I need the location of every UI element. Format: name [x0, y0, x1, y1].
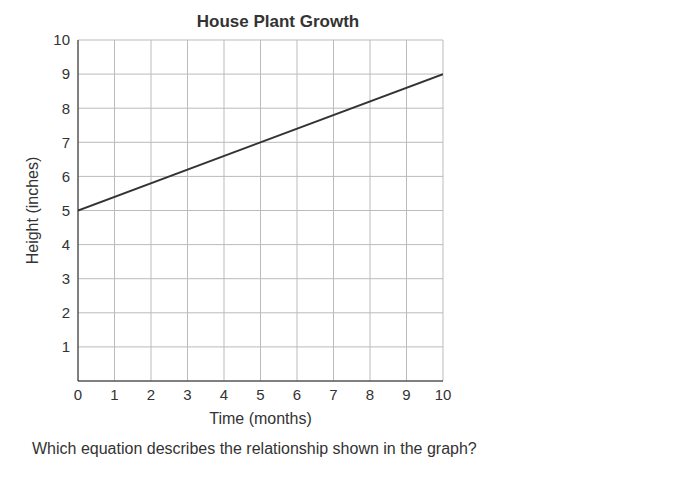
svg-text:5: 5	[62, 202, 70, 219]
svg-text:5: 5	[256, 386, 264, 403]
svg-text:4: 4	[220, 386, 228, 403]
svg-text:1: 1	[62, 338, 70, 355]
svg-text:7: 7	[62, 134, 70, 151]
svg-text:2: 2	[147, 386, 155, 403]
svg-text:0: 0	[74, 386, 82, 403]
svg-text:10: 10	[435, 386, 452, 403]
svg-text:6: 6	[62, 168, 70, 185]
svg-text:6: 6	[293, 386, 301, 403]
svg-text:9: 9	[62, 65, 70, 82]
html-text:Which equation describes the r: Which equation describes the relationshi…	[32, 440, 477, 457]
svg-text:8: 8	[366, 386, 374, 403]
svg-text:7: 7	[329, 386, 337, 403]
svg-text:10: 10	[53, 31, 70, 48]
svg-text:2: 2	[62, 304, 70, 321]
svg-text:9: 9	[402, 386, 410, 403]
svg-text:3: 3	[183, 386, 191, 403]
svg-text:3: 3	[62, 270, 70, 287]
svg-text:8: 8	[62, 100, 70, 117]
html-text:House Plant Growth: House Plant Growth	[196, 12, 360, 31]
svg-text:Time (months): Time (months)	[209, 410, 312, 427]
svg-text:Height (inches): Height (inches)	[24, 157, 41, 265]
svg-text:4: 4	[62, 236, 70, 253]
svg-text:1: 1	[110, 386, 118, 403]
